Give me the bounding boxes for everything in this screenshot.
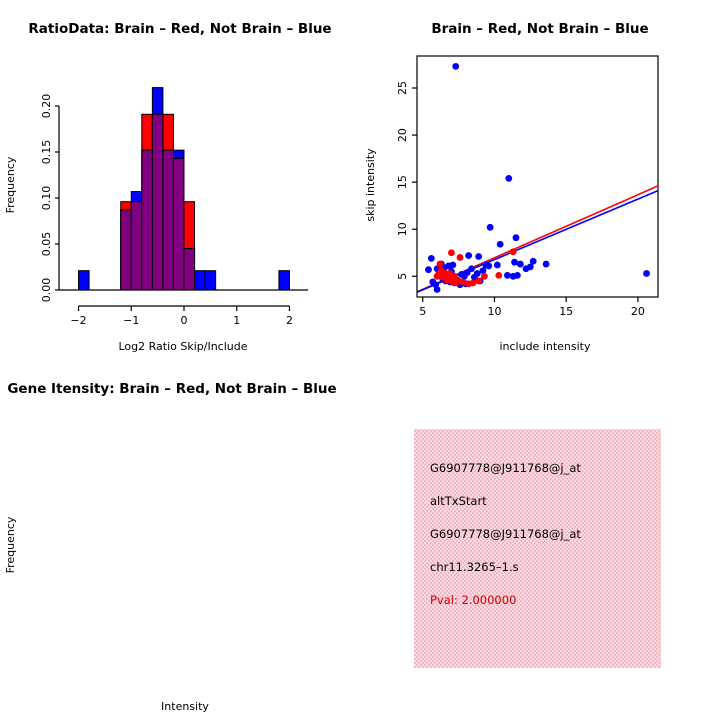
yaxis-tick-label: 0.20 xyxy=(40,94,53,119)
xaxis-tick-label: 20 xyxy=(631,305,645,318)
yaxis-tick-label: 0.05 xyxy=(40,232,53,257)
histogram-bar-overlap xyxy=(172,157,185,291)
yaxis-tick-label: 5 xyxy=(396,273,409,280)
histogram-bar-blue xyxy=(278,270,290,291)
gene-xaxis-label: Intensity xyxy=(161,700,209,713)
scatter-point xyxy=(427,255,435,262)
yaxis-tick-label: 0.00 xyxy=(40,278,53,303)
xaxis-tick-label: 15 xyxy=(559,305,573,318)
xaxis-tick-label: 10 xyxy=(487,305,501,318)
scatter-point xyxy=(475,253,483,260)
scatter-point xyxy=(529,257,537,265)
scatter-point xyxy=(516,260,524,268)
histogram-bar-overlap xyxy=(141,149,153,291)
ratio-histogram-svg: RatioData: Brain – Red, Not Brain – Blue… xyxy=(4,21,332,353)
panel-gene-title: Gene Itensity: Brain – Red, Not Brain – … xyxy=(7,381,336,397)
gene-yaxis-label: Frequency xyxy=(4,516,17,573)
histogram-bar-overlap xyxy=(183,248,196,291)
probe-info-background xyxy=(414,429,661,668)
probe-info-line: G6907778@J911768@j_at xyxy=(430,527,581,541)
histogram-bar-overlap xyxy=(151,113,164,291)
scatter-point xyxy=(433,272,441,280)
scatter-point xyxy=(509,248,517,256)
xaxis-tick-label: −2 xyxy=(70,314,86,327)
xaxis-tick-label: 5 xyxy=(419,305,426,318)
scatter-point xyxy=(429,278,437,286)
histogram-bar-blue xyxy=(194,270,206,291)
panel-probe-info: G6907778@J911768@j_at altTxStart G6907778@… xyxy=(360,360,720,720)
scatter-point xyxy=(465,252,473,259)
scatter-point xyxy=(448,249,455,257)
scatter-yaxis-label: skip intensity xyxy=(364,148,377,222)
xaxis-tick-label: 1 xyxy=(233,314,240,327)
ratio-histogram-plot-area: 0.00 0.05 0.10 0.15 0.20 −2 −1 0 1 2 xyxy=(40,87,308,327)
panel-intensity-scatter: Brain – Red, Not Brain – Blue include in… xyxy=(360,0,720,360)
scatter-point xyxy=(511,258,518,266)
scatter-point xyxy=(643,270,650,277)
scatter-point xyxy=(450,272,458,280)
probe-info-line: altTxStart xyxy=(430,494,487,508)
scatter-point xyxy=(526,263,534,271)
scatter-point xyxy=(452,62,460,70)
scatter-point xyxy=(495,271,503,279)
scatter-svg: Brain – Red, Not Brain – Blue include in… xyxy=(364,21,659,353)
panel-gene-histogram: Gene Itensity: Brain – Red, Not Brain – … xyxy=(0,360,360,720)
gene-histogram-svg: Gene Itensity: Brain – Red, Not Brain – … xyxy=(4,381,337,713)
histogram-bar-overlap xyxy=(162,149,174,291)
scatter-point xyxy=(473,270,481,277)
probe-info-line: Pval: 2.000000 xyxy=(430,593,516,607)
histogram-bar-overlap xyxy=(120,209,132,291)
yaxis-tick-label: 15 xyxy=(396,175,409,189)
scatter-point xyxy=(443,276,451,284)
scatter-point xyxy=(449,261,457,269)
scatter-plot-area: 5 10 15 20 25 5 10 15 20 xyxy=(396,55,659,318)
histogram-bar-blue xyxy=(78,270,90,291)
xaxis-tick-label: 2 xyxy=(286,314,293,327)
ratio-yaxis-label: Frequency xyxy=(4,156,17,213)
scatter-point xyxy=(459,278,467,286)
ratio-xaxis-label: Log2 Ratio Skip/Include xyxy=(118,340,247,353)
scatter-point xyxy=(475,277,483,285)
panel-scatter-title: Brain – Red, Not Brain – Blue xyxy=(431,21,648,37)
scatter-point xyxy=(512,234,520,242)
yaxis-tick-label: 0.10 xyxy=(40,186,53,211)
yaxis-tick-label: 25 xyxy=(396,81,409,95)
scatter-point xyxy=(469,279,477,287)
regression-line xyxy=(416,185,659,293)
scatter-xaxis-label: include intensity xyxy=(499,340,591,353)
scatter-point xyxy=(425,266,432,274)
probe-info-line: chr11.3265–1.s xyxy=(430,560,519,574)
scatter-point xyxy=(485,262,493,270)
yaxis-tick-label: 0.15 xyxy=(40,140,53,165)
scatter-point xyxy=(479,267,487,275)
xaxis-tick-label: −1 xyxy=(123,314,139,327)
scatter-point xyxy=(440,269,448,276)
probe-info-line: G6907778@J911768@j_at xyxy=(430,461,581,475)
scatter-point xyxy=(481,272,488,280)
histogram-bar-blue xyxy=(204,270,217,291)
yaxis-tick-label: 10 xyxy=(396,222,409,236)
panel-ratio-histogram: RatioData: Brain – Red, Not Brain – Blue… xyxy=(0,0,360,360)
probe-info-svg: G6907778@J911768@j_at altTxStart G6907778@… xyxy=(414,429,661,668)
scatter-point xyxy=(436,260,444,268)
scatter-frame xyxy=(416,55,659,298)
xaxis-tick-label: 0 xyxy=(181,314,188,327)
scatter-point xyxy=(505,174,513,182)
scatter-point xyxy=(486,223,494,231)
scatter-point xyxy=(542,260,550,268)
probe-info-text-block: G6907778@J911768@j_at altTxStart G6907778@… xyxy=(430,461,581,607)
yaxis-tick-label: 20 xyxy=(396,128,409,142)
scatter-point xyxy=(514,271,521,279)
histogram-bar-overlap xyxy=(130,201,143,291)
scatter-point xyxy=(503,271,511,279)
scatter-point xyxy=(456,254,464,261)
scatter-point xyxy=(468,265,475,273)
scatter-point xyxy=(496,240,504,248)
panel-ratio-title: RatioData: Brain – Red, Not Brain – Blue xyxy=(28,21,331,37)
scatter-point xyxy=(493,261,501,269)
